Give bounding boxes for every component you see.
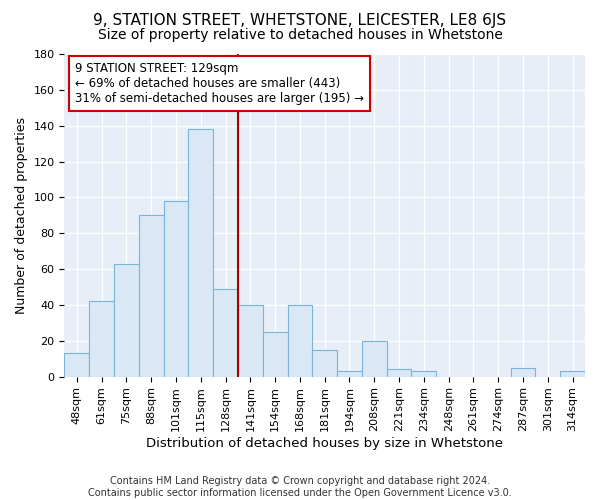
Text: Contains HM Land Registry data © Crown copyright and database right 2024.
Contai: Contains HM Land Registry data © Crown c… — [88, 476, 512, 498]
Bar — [362, 341, 386, 376]
Bar — [412, 371, 436, 376]
Bar — [64, 354, 89, 376]
Text: 9 STATION STREET: 129sqm
← 69% of detached houses are smaller (443)
31% of semi-: 9 STATION STREET: 129sqm ← 69% of detach… — [75, 62, 364, 105]
Bar — [386, 370, 412, 376]
Bar — [560, 371, 585, 376]
Bar — [238, 305, 263, 376]
Bar — [287, 305, 313, 376]
Bar — [337, 371, 362, 376]
Bar — [188, 130, 213, 376]
Text: 9, STATION STREET, WHETSTONE, LEICESTER, LE8 6JS: 9, STATION STREET, WHETSTONE, LEICESTER,… — [94, 12, 506, 28]
Bar — [213, 289, 238, 376]
Bar — [114, 264, 139, 376]
Text: Size of property relative to detached houses in Whetstone: Size of property relative to detached ho… — [98, 28, 502, 42]
Bar — [313, 350, 337, 376]
Bar — [164, 201, 188, 376]
Bar — [511, 368, 535, 376]
Bar — [263, 332, 287, 376]
X-axis label: Distribution of detached houses by size in Whetstone: Distribution of detached houses by size … — [146, 437, 503, 450]
Bar — [139, 216, 164, 376]
Bar — [89, 302, 114, 376]
Y-axis label: Number of detached properties: Number of detached properties — [15, 117, 28, 314]
